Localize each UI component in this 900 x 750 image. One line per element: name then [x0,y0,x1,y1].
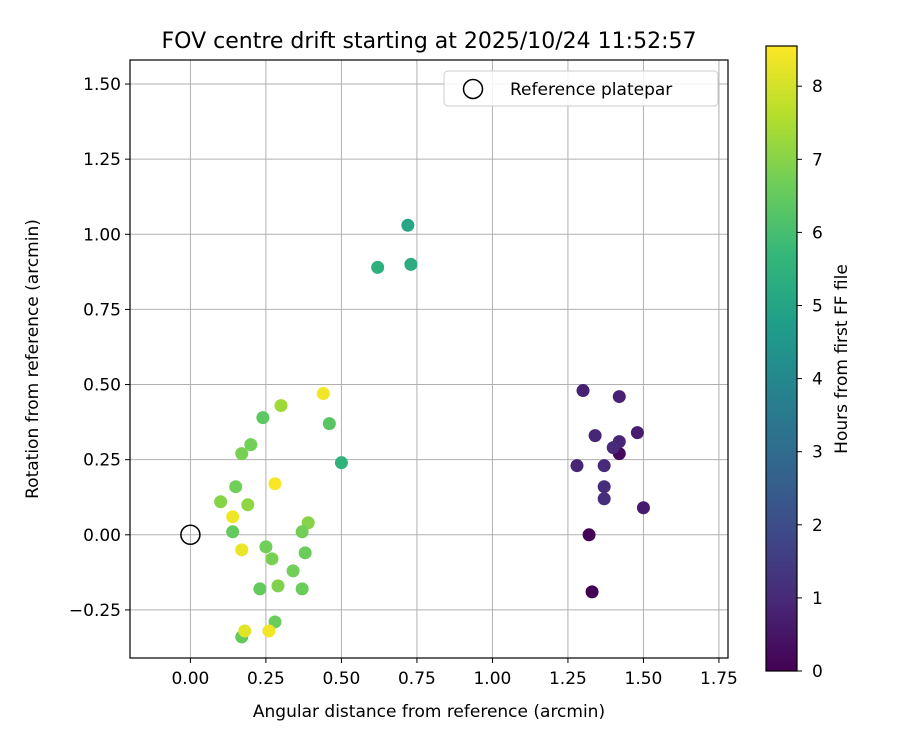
data-point [259,540,273,554]
colorbar-tick-label: 3 [812,443,823,463]
data-point [404,257,418,271]
data-point [582,528,596,542]
data-point [265,552,279,566]
x-tick-label: 0.25 [247,669,285,689]
data-point [597,492,611,506]
plot-area [130,60,728,658]
reference-platepar-marker [180,524,201,546]
data-point [322,417,336,431]
colorbar: 0 1 2 3 4 5 6 7 8 Hours from first FF file [765,45,852,682]
data-point [588,429,602,443]
data-point [295,525,309,539]
data-point [241,498,255,512]
data-point [271,579,285,593]
data-point [316,387,330,401]
x-tick-label: 0.75 [398,669,436,689]
y-tick-label: 0.50 [83,376,121,396]
chart-title: FOV centre drift starting at 2025/10/24 … [162,29,697,54]
x-axis-ticks: 0.00 0.25 0.50 0.75 1.00 1.25 1.50 1.75 [171,658,738,689]
y-tick-label: 1.25 [83,150,121,170]
data-point [401,218,415,232]
legend-box [443,70,719,107]
y-tick-label: 0.75 [83,300,121,320]
legend-label: Reference platepar [510,80,672,100]
legend-open-circle-icon [462,78,484,100]
data-point [226,510,240,524]
data-point [636,501,650,515]
y-tick-label: −0.25 [69,601,121,621]
data-point [334,456,348,470]
data-point [262,624,276,638]
data-point [570,459,584,473]
y-axis-label: Rotation from reference (arcmin) [23,219,43,499]
grid-lines [130,60,728,658]
colorbar-tick-label: 8 [812,77,823,97]
data-point [371,260,385,274]
x-axis-label: Angular distance from reference (arcmin) [253,702,605,722]
plot-frame [129,59,729,659]
data-point [295,582,309,596]
legend: Reference platepar [443,70,719,107]
x-tick-label: 1.00 [473,669,511,689]
colorbar-tick-label: 2 [812,516,823,536]
y-tick-label: 0.25 [83,451,121,471]
data-point [229,480,243,494]
data-point [244,438,258,452]
y-tick-label: 1.00 [83,225,121,245]
data-point [238,624,252,638]
x-tick-label: 0.00 [171,669,209,689]
y-tick-label: 1.50 [83,75,121,95]
colorbar-label: Hours from first FF file [832,264,852,454]
data-point [214,495,228,509]
colorbar-tick-label: 0 [812,662,823,682]
x-tick-label: 0.50 [322,669,360,689]
colorbar-tick-label: 5 [812,297,823,317]
data-point [612,390,626,404]
data-points [214,218,650,644]
data-point [226,525,240,539]
data-point [286,564,300,578]
data-point [253,582,267,596]
x-tick-label: 1.25 [549,669,587,689]
data-point [597,480,611,494]
data-point [597,459,611,473]
data-point [298,546,312,560]
colorbar-gradient [765,45,798,672]
data-point [630,426,644,440]
data-point [585,585,599,599]
y-tick-label: 0.00 [83,526,121,546]
data-point [235,543,249,557]
data-point [268,477,282,491]
x-tick-label: 1.75 [700,669,738,689]
data-point [576,384,590,398]
x-tick-label: 1.50 [625,669,663,689]
colorbar-tick-label: 7 [812,150,823,170]
colorbar-tick-label: 4 [812,370,823,390]
y-axis-ticks: −0.25 0.00 0.25 0.50 0.75 1.00 1.25 1.50 [69,75,130,621]
data-point [606,441,620,455]
colorbar-ticks: 0 1 2 3 4 5 6 7 8 [797,77,823,682]
colorbar-tick-label: 1 [812,589,823,609]
colorbar-tick-label: 6 [812,223,823,243]
data-point [235,447,249,461]
data-point [256,411,270,425]
data-point [274,399,288,413]
axes: 0.00 0.25 0.50 0.75 1.00 1.25 1.50 1.75 −0.25 0.… [69,59,738,689]
